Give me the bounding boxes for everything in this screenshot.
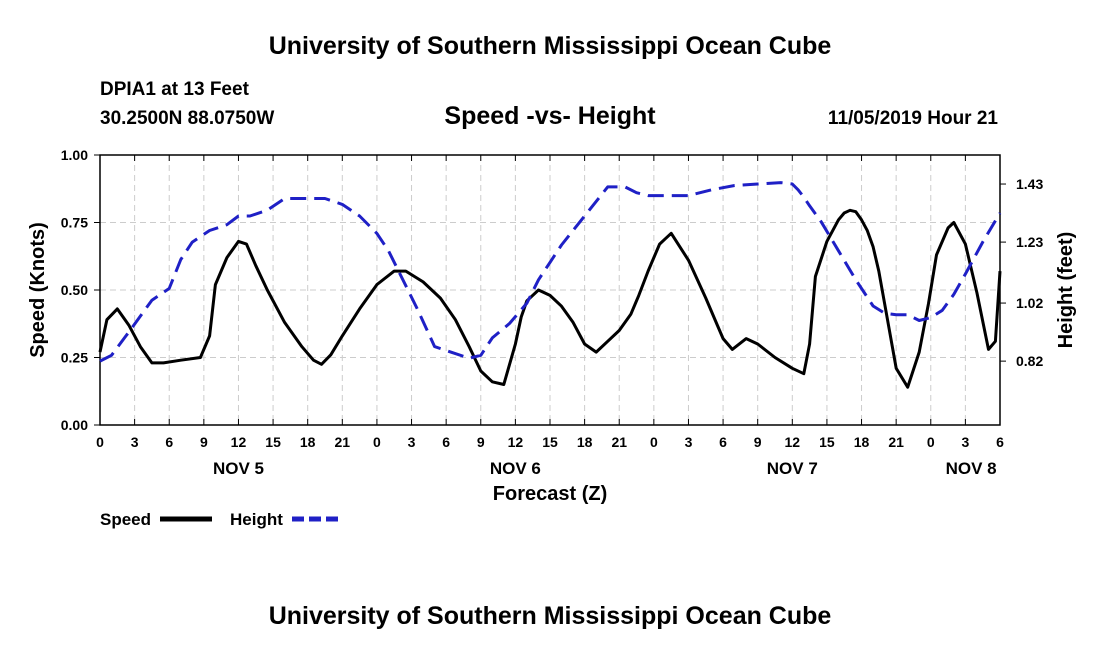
date-label: NOV 8 [946, 459, 997, 478]
series-line-height [99, 181, 1002, 363]
y-tick-label: 1.00 [61, 147, 88, 163]
x-axis-label: Forecast (Z) [493, 483, 607, 505]
x-tick-label: 3 [961, 434, 969, 450]
x-tick-label: 12 [231, 434, 247, 450]
x-tick-label: 15 [542, 434, 558, 450]
x-tick-label: 18 [854, 434, 870, 450]
x-tick-label: 9 [477, 434, 485, 450]
x-tick-label: 3 [685, 434, 693, 450]
x-tick-label: 0 [927, 434, 935, 450]
page-title-bottom: University of Southern Mississippi Ocean… [269, 602, 832, 630]
axis-ticks: 0 3 6 9 12 15 18 21 0 3 6 9 12 15 18 21 0 3 6 9 12 15 18 21 0 3 6 0… [61, 147, 1044, 478]
date-label: NOV 7 [767, 459, 818, 478]
y-tick-label: 0.50 [61, 282, 88, 298]
x-tick-label: 6 [165, 434, 173, 450]
x-tick-label: 9 [200, 434, 208, 450]
x-tick-label: 0 [650, 434, 658, 450]
series-line-speed [98, 208, 1002, 389]
legend: Speed Height [100, 510, 342, 529]
issued-label: 11/05/2019 Hour 21 [828, 108, 998, 129]
x-tick-label: 3 [131, 434, 139, 450]
y-right-tick-label: 1.43 [1016, 176, 1043, 192]
x-tick-label: 0 [373, 434, 381, 450]
station-label: DPIA1 at 13 Feet [100, 79, 250, 100]
chart-title: Speed -vs- Height [444, 102, 656, 130]
grid [100, 155, 1000, 425]
x-tick-label: 12 [785, 434, 801, 450]
y-tick-label: 0.00 [61, 417, 88, 433]
page-title-top: University of Southern Mississippi Ocean… [269, 32, 832, 60]
x-tick-label: 21 [888, 434, 904, 450]
date-label: NOV 5 [213, 459, 264, 478]
x-tick-label: 3 [408, 434, 416, 450]
y-axis-label: Speed (Knots) [27, 222, 49, 358]
coords-label: 30.2500N 88.0750W [100, 108, 274, 129]
x-tick-label: 6 [719, 434, 727, 450]
legend-label-speed: Speed [100, 510, 151, 529]
legend-label-height: Height [230, 510, 283, 529]
y-axis-label-right: Height (feet) [1055, 232, 1077, 349]
x-tick-label: 21 [335, 434, 351, 450]
date-label: NOV 6 [490, 459, 541, 478]
y-right-tick-label: 1.02 [1016, 295, 1043, 311]
x-tick-label: 15 [265, 434, 281, 450]
y-tick-label: 0.75 [61, 215, 88, 231]
x-tick-label: 15 [819, 434, 835, 450]
x-tick-label: 9 [754, 434, 762, 450]
y-tick-label: 0.25 [61, 350, 88, 366]
x-tick-label: 6 [442, 434, 450, 450]
series-lines [98, 181, 1002, 389]
x-tick-label: 0 [96, 434, 104, 450]
y-right-tick-label: 0.82 [1016, 353, 1043, 369]
x-tick-label: 6 [996, 434, 1004, 450]
x-tick-label: 12 [508, 434, 524, 450]
x-tick-label: 21 [611, 434, 627, 450]
x-tick-label: 18 [300, 434, 316, 450]
x-tick-label: 18 [577, 434, 593, 450]
y-right-tick-label: 1.23 [1016, 234, 1043, 250]
